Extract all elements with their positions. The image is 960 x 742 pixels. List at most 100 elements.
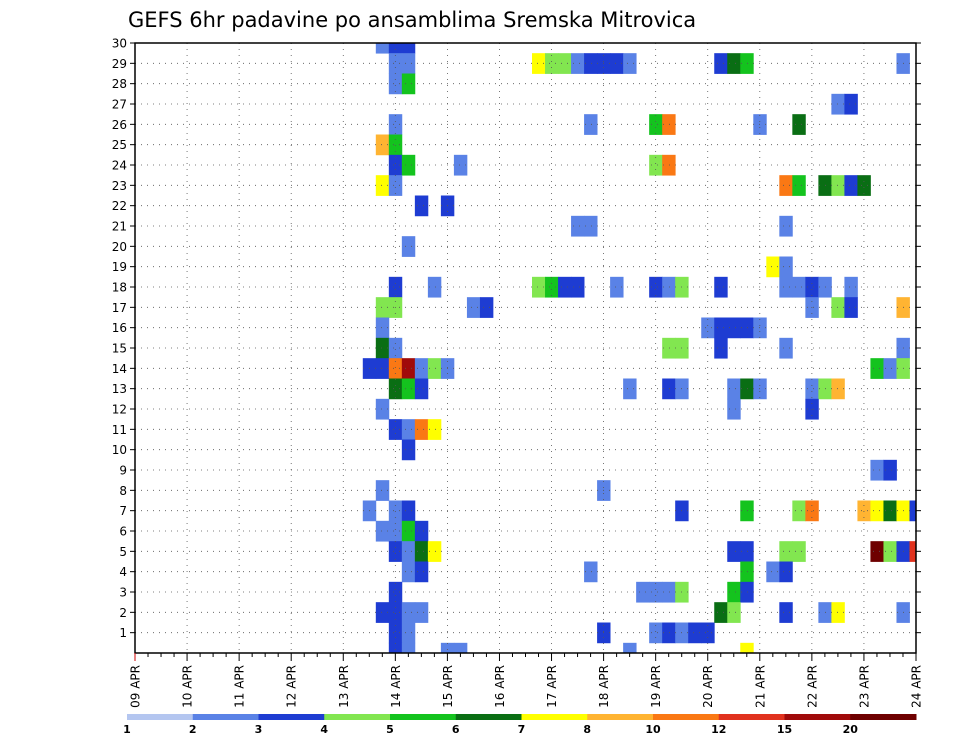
legend-swatch [718, 714, 785, 720]
legend-label: 4 [320, 723, 328, 736]
heatmap-cell [584, 215, 598, 237]
heatmap-cell [792, 541, 806, 562]
heatmap-cell [401, 520, 416, 542]
heatmap-cell [375, 134, 390, 156]
heatmap-cell [375, 358, 390, 379]
heatmap-cell [740, 500, 754, 522]
legend-label: 7 [518, 723, 526, 736]
heatmap-cell [388, 541, 403, 562]
heatmap-cell [831, 297, 845, 318]
y-tick-label: 19 [112, 260, 127, 274]
heatmap-cell [401, 236, 416, 257]
heatmap-cell [870, 459, 884, 481]
x-tick-label: 11 APR [233, 665, 247, 708]
heatmap-cell [427, 358, 442, 379]
heatmap-cell [401, 602, 416, 623]
y-tick-label: 27 [112, 98, 127, 112]
heatmap-cell [388, 500, 403, 522]
legend-label: 10 [645, 723, 661, 736]
heatmap-cell [375, 602, 390, 623]
heatmap-cell [740, 581, 754, 603]
heatmap-cell [401, 358, 416, 379]
heatmap-cell [388, 154, 403, 176]
y-tick-label: 2 [119, 606, 127, 620]
heatmap-cell [649, 622, 663, 644]
legend-label: 2 [189, 723, 197, 736]
heatmap-cell [883, 500, 897, 522]
heatmap-cell [844, 93, 858, 115]
heatmap-cell [870, 500, 884, 522]
heatmap-cell [792, 175, 806, 196]
heatmap-cell [740, 378, 754, 400]
legend-swatch [258, 714, 325, 720]
heatmap-cell [714, 53, 728, 74]
heatmap-cell [375, 480, 390, 501]
heatmap-cell [740, 317, 754, 339]
heatmap-cell [792, 500, 806, 522]
chart-title: GEFS 6hr padavine po ansamblima Sremska … [128, 8, 696, 32]
heatmap-cell [388, 73, 403, 95]
x-tick-label: 18 APR [597, 665, 611, 708]
heatmap-cell [401, 43, 416, 54]
heatmap-cell [883, 358, 897, 379]
x-tick-label: 12 APR [285, 665, 299, 708]
x-tick-label: 21 APR [753, 665, 767, 708]
heatmap-cell [714, 602, 728, 623]
heatmap-cell [545, 53, 559, 74]
y-tick-label: 15 [112, 342, 127, 356]
x-tick-label: 22 APR [805, 665, 819, 708]
heatmap-cell [714, 337, 728, 359]
x-tick-label: 20 APR [701, 665, 715, 708]
heatmap-cell [558, 53, 572, 74]
y-tick-label: 26 [112, 118, 127, 132]
heatmap-cell [375, 175, 390, 196]
heatmap-cell [532, 276, 546, 298]
heatmap-cell [584, 53, 598, 74]
heatmap-cell [584, 114, 598, 135]
heatmap-cell [727, 602, 741, 623]
heatmap-cell [401, 419, 416, 440]
heatmap-cell [779, 256, 793, 278]
heatmap-cell [831, 93, 845, 115]
heatmap-cell [779, 337, 793, 359]
legend-swatch [390, 714, 457, 720]
y-axis: 1234567891011121314151617181920212223242… [112, 37, 921, 640]
heatmap-cell [401, 439, 416, 461]
heatmap-cell [388, 114, 403, 135]
heatmap-cell [414, 195, 429, 217]
x-tick-label: 10 APR [181, 665, 195, 708]
legend-label: 3 [255, 723, 263, 736]
y-tick-label: 14 [112, 362, 127, 376]
heatmap-cell [857, 175, 871, 196]
heatmap-cell [909, 541, 917, 562]
legend-swatch [324, 714, 391, 720]
heatmap-cell [401, 622, 416, 644]
heatmap-cell [792, 276, 806, 298]
heatmap-cell [766, 256, 780, 278]
heatmap-cell [427, 276, 442, 298]
legend-swatch [192, 714, 259, 720]
y-tick-label: 16 [112, 321, 127, 335]
heatmap-cell [740, 642, 754, 654]
y-tick-label: 22 [112, 199, 127, 213]
x-tick-label: 09 APR [129, 665, 143, 708]
legend-label: 15 [777, 723, 792, 736]
heatmap-cell [779, 541, 793, 562]
heatmap-cell [844, 175, 858, 196]
heatmap-cell [414, 541, 429, 562]
legend-swatch [127, 714, 194, 720]
y-tick-label: 6 [119, 525, 127, 539]
heatmap-cell [375, 297, 390, 318]
heatmap-cell [414, 561, 429, 583]
heatmap-cell [779, 215, 793, 237]
heatmap-cell [779, 602, 793, 623]
heatmap-cell [388, 53, 403, 74]
heatmap-cell [388, 358, 403, 379]
legend-label: 6 [452, 723, 460, 736]
heatmap-cell [388, 175, 403, 196]
heatmap-cell [727, 317, 741, 339]
legend-label: 8 [583, 723, 591, 736]
heatmap-cell [649, 154, 663, 176]
y-tick-label: 17 [112, 301, 127, 315]
